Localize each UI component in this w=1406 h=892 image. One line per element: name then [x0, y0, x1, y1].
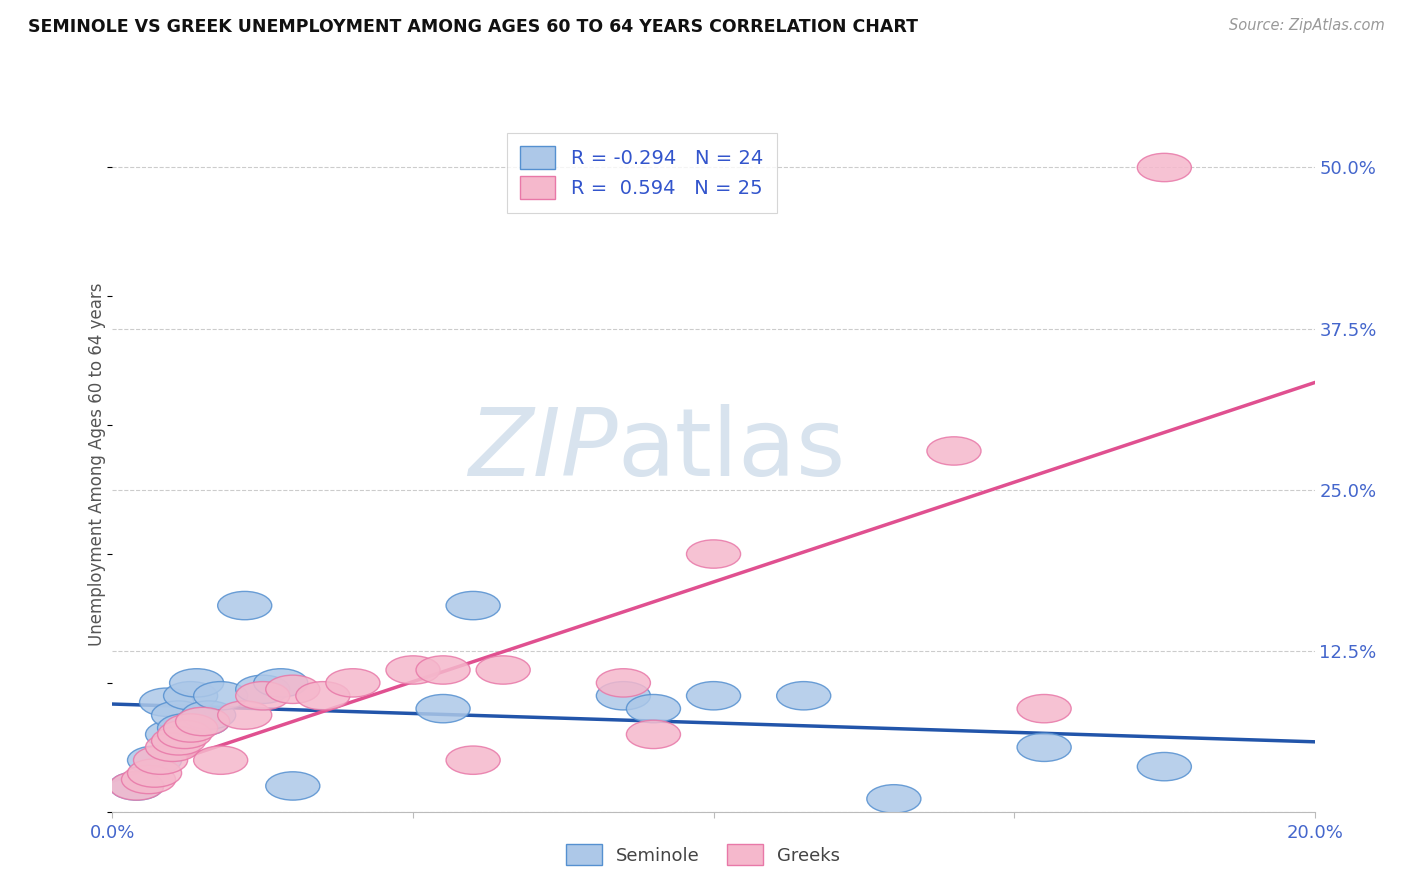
Ellipse shape: [152, 701, 205, 730]
Ellipse shape: [596, 669, 651, 697]
Legend: R = -0.294   N = 24, R =  0.594   N = 25: R = -0.294 N = 24, R = 0.594 N = 25: [508, 133, 778, 212]
Ellipse shape: [416, 656, 470, 684]
Ellipse shape: [236, 675, 290, 704]
Legend: Seminole, Greeks: Seminole, Greeks: [557, 835, 849, 874]
Ellipse shape: [163, 714, 218, 742]
Ellipse shape: [1137, 153, 1191, 182]
Ellipse shape: [110, 772, 163, 800]
Ellipse shape: [326, 669, 380, 697]
Ellipse shape: [157, 720, 212, 748]
Ellipse shape: [686, 681, 741, 710]
Ellipse shape: [157, 714, 212, 742]
Ellipse shape: [110, 772, 163, 800]
Ellipse shape: [295, 681, 350, 710]
Ellipse shape: [176, 707, 229, 736]
Ellipse shape: [181, 701, 236, 730]
Ellipse shape: [416, 695, 470, 723]
Ellipse shape: [387, 656, 440, 684]
Ellipse shape: [218, 591, 271, 620]
Ellipse shape: [627, 695, 681, 723]
Ellipse shape: [163, 681, 218, 710]
Ellipse shape: [596, 681, 651, 710]
Ellipse shape: [194, 746, 247, 774]
Ellipse shape: [927, 437, 981, 465]
Ellipse shape: [176, 707, 229, 736]
Text: atlas: atlas: [617, 404, 845, 496]
Ellipse shape: [121, 765, 176, 794]
Ellipse shape: [139, 688, 194, 716]
Ellipse shape: [446, 591, 501, 620]
Ellipse shape: [170, 669, 224, 697]
Ellipse shape: [446, 746, 501, 774]
Ellipse shape: [776, 681, 831, 710]
Ellipse shape: [152, 727, 205, 755]
Ellipse shape: [686, 540, 741, 568]
Ellipse shape: [236, 681, 290, 710]
Ellipse shape: [194, 681, 247, 710]
Y-axis label: Unemployment Among Ages 60 to 64 years: Unemployment Among Ages 60 to 64 years: [87, 282, 105, 646]
Ellipse shape: [1017, 733, 1071, 762]
Text: ZIP: ZIP: [468, 404, 617, 495]
Ellipse shape: [128, 759, 181, 788]
Ellipse shape: [146, 733, 200, 762]
Ellipse shape: [627, 720, 681, 748]
Text: Source: ZipAtlas.com: Source: ZipAtlas.com: [1229, 18, 1385, 33]
Ellipse shape: [1137, 753, 1191, 780]
Ellipse shape: [266, 772, 319, 800]
Ellipse shape: [218, 701, 271, 730]
Ellipse shape: [477, 656, 530, 684]
Ellipse shape: [868, 785, 921, 813]
Ellipse shape: [266, 675, 319, 704]
Text: SEMINOLE VS GREEK UNEMPLOYMENT AMONG AGES 60 TO 64 YEARS CORRELATION CHART: SEMINOLE VS GREEK UNEMPLOYMENT AMONG AGE…: [28, 18, 918, 36]
Ellipse shape: [146, 720, 200, 748]
Ellipse shape: [253, 669, 308, 697]
Ellipse shape: [128, 746, 181, 774]
Ellipse shape: [1017, 695, 1071, 723]
Ellipse shape: [134, 746, 187, 774]
